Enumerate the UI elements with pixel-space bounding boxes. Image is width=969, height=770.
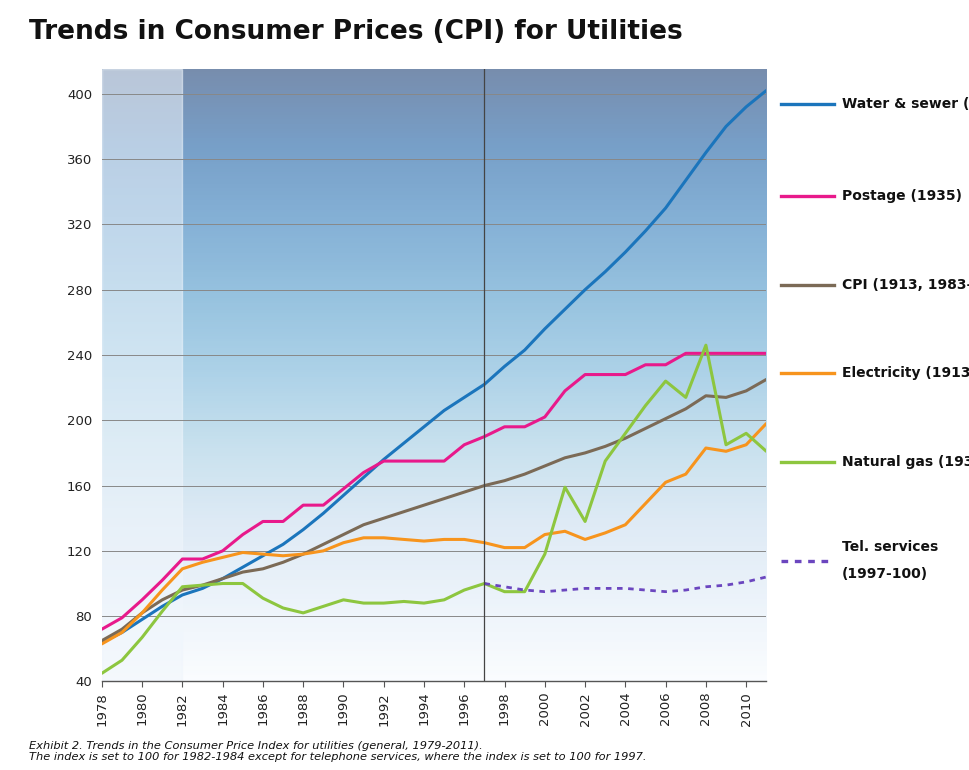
Text: Exhibit 2. Trends in the Consumer Price Index for utilities (general, 1979-2011): Exhibit 2. Trends in the Consumer Price … bbox=[29, 741, 646, 762]
Text: Water & sewer (1953): Water & sewer (1953) bbox=[841, 97, 969, 111]
Text: Trends in Consumer Prices (CPI) for Utilities: Trends in Consumer Prices (CPI) for Util… bbox=[29, 19, 682, 45]
Text: CPI (1913, 1983-100): CPI (1913, 1983-100) bbox=[841, 278, 969, 292]
Text: Electricity (1913): Electricity (1913) bbox=[841, 367, 969, 380]
Text: (1997-100): (1997-100) bbox=[841, 567, 927, 581]
Text: Natural gas (1935): Natural gas (1935) bbox=[841, 455, 969, 469]
Text: Tel. services: Tel. services bbox=[841, 541, 937, 554]
Bar bbox=[102, 69, 182, 681]
Text: Postage (1935): Postage (1935) bbox=[841, 189, 961, 203]
